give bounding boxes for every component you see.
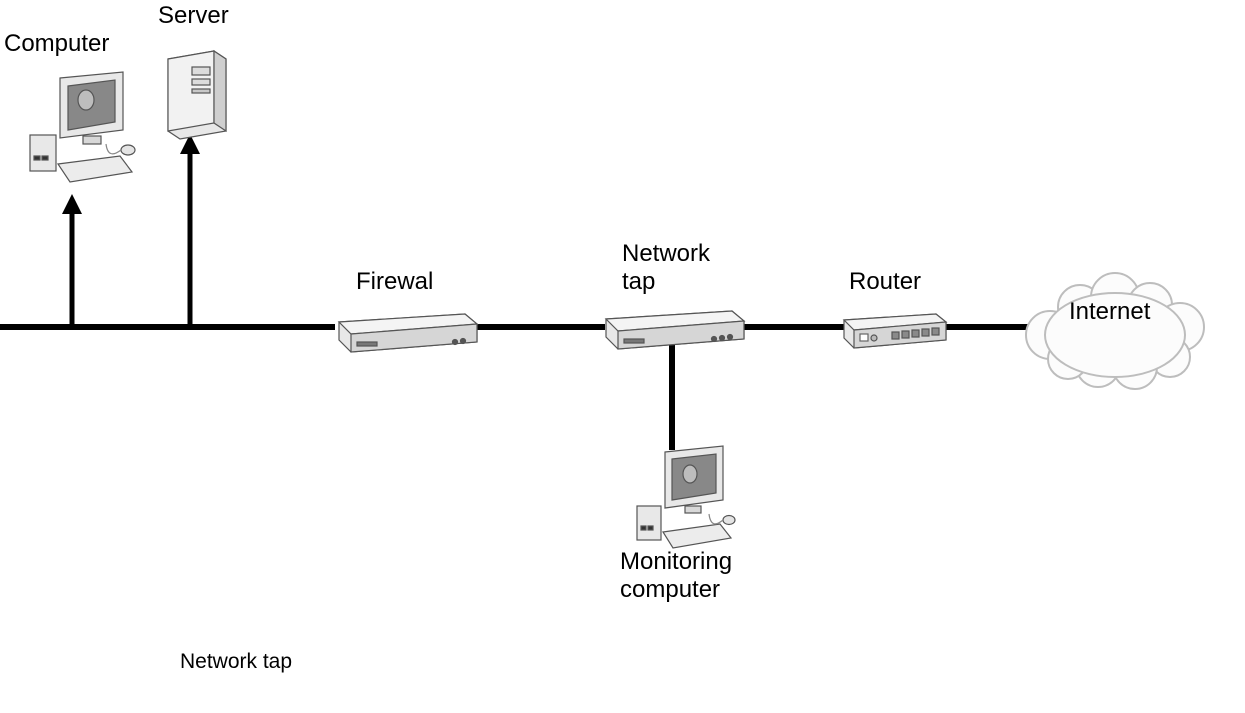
server-icon (160, 45, 235, 140)
network-diagram: Computer Server Firewal Network tap Rout… (0, 0, 1245, 713)
server-label: Server (158, 2, 229, 30)
router-icon (840, 310, 950, 350)
internet-label: Internet (1069, 298, 1150, 326)
computer-label: Computer (4, 30, 109, 58)
monitoring-computer-icon (635, 440, 740, 555)
monitoring-computer-label: Monitoring computer (620, 548, 732, 603)
diagram-caption: Network tap (180, 650, 292, 674)
computer-icon (28, 60, 138, 185)
firewall-label: Firewal (356, 268, 433, 296)
internet-cloud-icon (1010, 265, 1220, 395)
network-tap-icon (602, 309, 747, 351)
firewall-icon (335, 312, 480, 354)
router-label: Router (849, 268, 921, 296)
network-tap-label: Network tap (622, 240, 710, 295)
